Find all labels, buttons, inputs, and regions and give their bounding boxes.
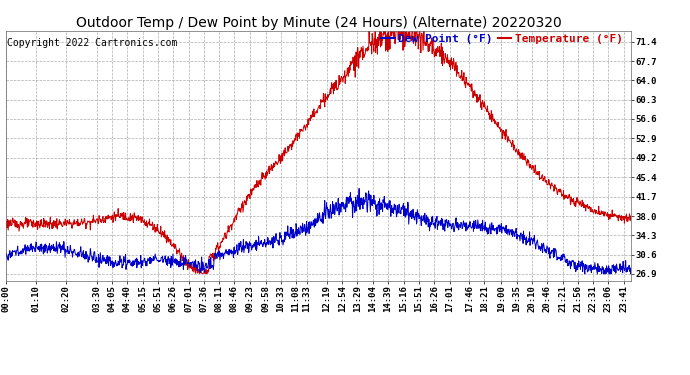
Legend: Dew Point (°F), Temperature (°F): Dew Point (°F), Temperature (°F) (382, 34, 622, 44)
Title: Outdoor Temp / Dew Point by Minute (24 Hours) (Alternate) 20220320: Outdoor Temp / Dew Point by Minute (24 H… (76, 16, 561, 30)
Text: Copyright 2022 Cartronics.com: Copyright 2022 Cartronics.com (7, 38, 177, 48)
